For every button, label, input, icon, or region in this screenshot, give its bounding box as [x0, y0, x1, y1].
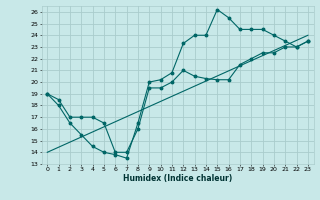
X-axis label: Humidex (Indice chaleur): Humidex (Indice chaleur)	[123, 174, 232, 183]
